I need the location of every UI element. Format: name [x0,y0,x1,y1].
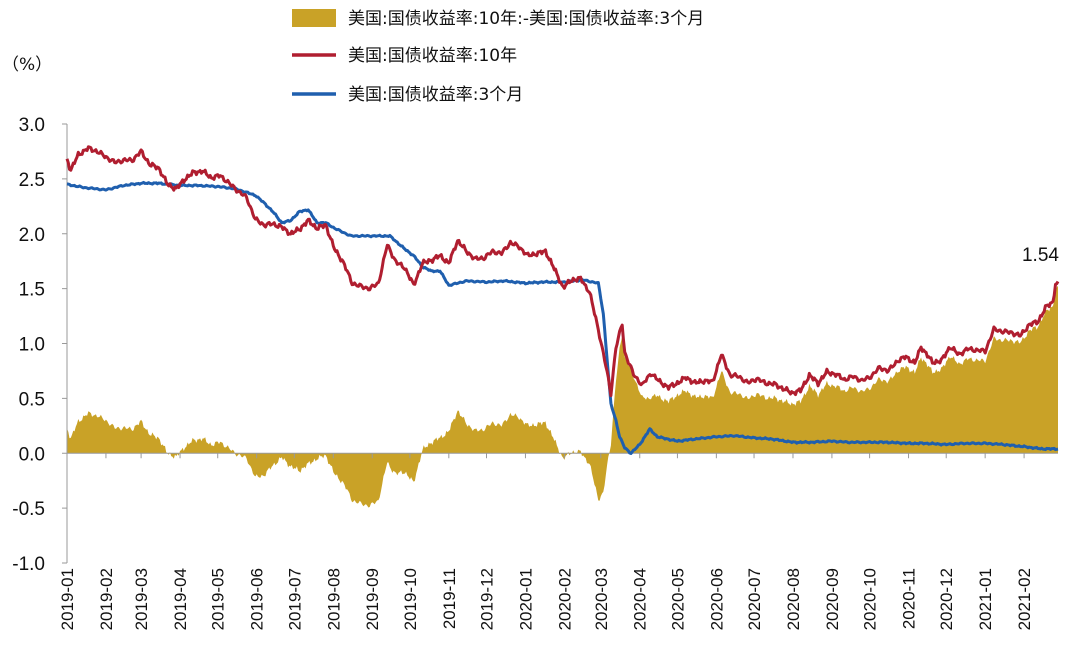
line-3m-yield [66,180,1059,455]
x-tick-label: 2019-03 [132,568,151,630]
x-tick-label: 2020-05 [668,568,687,630]
x-tick-label: 2020-06 [707,568,726,630]
x-tick-label: 2021-02 [1015,568,1034,630]
legend-label-3m: 美国:国债收益率:3个月 [348,85,523,105]
legend-swatch-spread [292,9,336,27]
x-tick-label: 2019-10 [401,568,420,630]
x-tick-label: 2020-08 [784,568,803,630]
y-axis-unit: （%） [2,55,52,75]
y-tick-label: 3.0 [19,115,45,136]
y-tick-label: 0.5 [19,389,45,410]
x-tick-label: 2019-01 [58,568,77,630]
y-tick-label: 2.5 [19,170,45,191]
x-tick-label: 2020-04 [631,568,650,630]
x-tick-label: 2020-03 [592,568,611,630]
y-tick-label: 1.5 [19,280,45,301]
spread-area-layer [67,285,1058,508]
y-tick-label: -1.0 [12,554,45,575]
x-tick-label: 2020-12 [937,568,956,630]
x-tick-label: 2019-06 [248,568,267,630]
annotation-last-value: 1.54 [1022,245,1059,266]
line-10y-yield [65,145,1060,398]
x-tick-label: 2021-01 [976,568,995,630]
labels-layer: 3.0 2.5 2.0 1.5 1.0 0.5 0.0 -0.5 -1.0 2019-01 2019… [12,115,1034,630]
y-tick-label: 2.0 [19,225,45,246]
y-tick-label: 1.0 [19,335,45,356]
x-tick-label: 2019-02 [97,568,116,630]
x-tick-label: 2020-07 [745,568,764,630]
spread-area [67,285,1058,508]
y-tick-label: 0.0 [19,444,45,465]
axes [62,123,1058,564]
x-tick-label: 2020-10 [861,568,880,630]
x-tick-label: 2019-12 [478,568,497,630]
x-tick-label: 2020-11 [900,568,919,629]
x-tick-label: 2019-07 [285,568,304,630]
x-tick-label: 2019-08 [324,568,343,630]
legend-label-10y: 美国:国债收益率:10年 [348,46,517,66]
x-tick-label: 2020-09 [823,568,842,630]
lines-layer [65,145,1060,455]
x-tick-label: 2019-05 [209,568,228,630]
x-tick-label: 2019-09 [363,568,382,630]
y-tick-label: -0.5 [12,499,45,520]
x-tick-label: 2020-01 [516,568,535,630]
legend-label-spread: 美国:国债收益率:10年:-美国:国债收益率:3个月 [348,9,704,29]
legend: 美国:国债收益率:10年:-美国:国债收益率:3个月 美国:国债收益率:10年 … [292,9,704,105]
x-tick-label: 2020-02 [555,568,574,630]
x-tick-label: 2019-04 [171,568,190,630]
x-tick-label: 2019-11 [440,568,459,629]
